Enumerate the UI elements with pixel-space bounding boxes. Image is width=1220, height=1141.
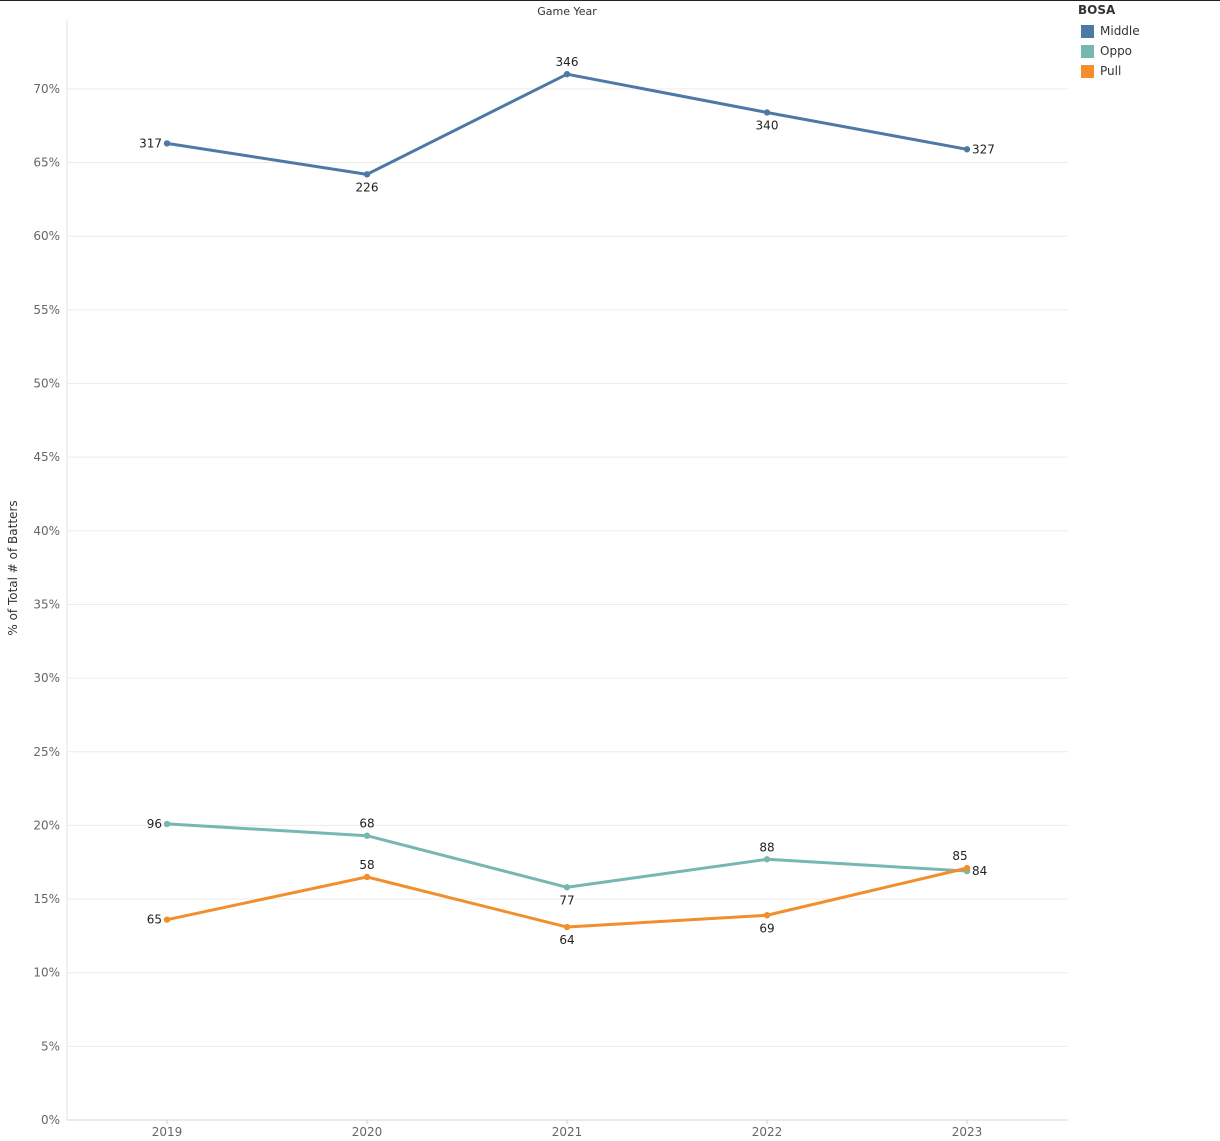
y-tick-label: 55% xyxy=(33,303,60,317)
data-point-oppo[interactable] xyxy=(363,832,371,839)
y-tick-label: 20% xyxy=(33,818,60,832)
data-label-middle: 317 xyxy=(139,136,162,150)
x-tick-label: 2019 xyxy=(152,1125,183,1139)
data-point-middle[interactable] xyxy=(363,171,371,178)
legend-swatch-pull xyxy=(1081,64,1094,78)
data-point-oppo[interactable] xyxy=(563,884,571,891)
y-tick-label: 70% xyxy=(33,82,60,96)
y-tick-label: 65% xyxy=(33,156,60,170)
data-point-middle[interactable] xyxy=(163,140,171,147)
y-tick-label: 60% xyxy=(33,229,60,243)
x-tick-label: 2022 xyxy=(752,1125,783,1139)
y-tick-label: 0% xyxy=(41,1113,60,1127)
data-label-pull: 64 xyxy=(559,933,574,947)
x-tick-label: 2020 xyxy=(352,1125,383,1139)
y-tick-label: 35% xyxy=(33,597,60,611)
data-label-pull: 58 xyxy=(359,858,374,872)
data-label-oppo: 68 xyxy=(359,817,374,831)
y-tick-label: 10% xyxy=(33,966,60,980)
data-label-oppo: 96 xyxy=(147,817,162,831)
data-point-pull[interactable] xyxy=(163,916,171,923)
legend: BOSA Middle Oppo Pull xyxy=(1078,3,1140,81)
data-point-pull[interactable] xyxy=(763,912,771,919)
data-label-oppo: 88 xyxy=(759,840,774,854)
legend-label: Middle xyxy=(1100,24,1140,38)
legend-title: BOSA xyxy=(1078,3,1116,17)
x-tick-label: 2023 xyxy=(952,1125,983,1139)
legend-item-oppo[interactable]: Oppo xyxy=(1078,41,1140,61)
x-tick-label: 2021 xyxy=(552,1125,583,1139)
data-point-pull[interactable] xyxy=(563,923,571,931)
y-axis-label: % of Total # of Batters xyxy=(6,500,20,635)
data-label-middle: 346 xyxy=(556,55,579,69)
series xyxy=(163,70,971,931)
legend-swatch-middle xyxy=(1081,24,1094,38)
series-line-oppo[interactable] xyxy=(165,822,969,889)
axes: 0% 5% 10% 15% 20% 25% 30% 35% 40% 45% 50% 55% 60% 65%… xyxy=(33,20,1068,1139)
data-point-pull[interactable] xyxy=(363,873,371,881)
data-label-middle: 327 xyxy=(972,142,995,156)
data-point-oppo[interactable] xyxy=(163,820,171,828)
legend-label: Pull xyxy=(1100,64,1122,78)
data-point-oppo[interactable] xyxy=(763,856,771,863)
data-point-middle[interactable] xyxy=(763,109,771,116)
data-point-middle[interactable] xyxy=(563,70,571,78)
data-label-oppo: 84 xyxy=(972,864,987,878)
y-tick-label: 30% xyxy=(33,671,60,685)
chart-title: Game Year xyxy=(537,5,597,18)
y-tick-label: 25% xyxy=(33,745,60,759)
data-labels: 317 226 346 340 327 96 68 77 88 84 65 58 64 69 85 xyxy=(139,55,995,947)
legend-item-pull[interactable]: Pull xyxy=(1078,61,1140,81)
data-label-pull: 69 xyxy=(759,921,774,935)
data-label-middle: 340 xyxy=(756,118,779,132)
legend-label: Oppo xyxy=(1100,44,1133,58)
y-tick-label: 40% xyxy=(33,524,60,538)
legend-swatch-oppo xyxy=(1081,44,1094,58)
data-label-oppo: 77 xyxy=(559,893,574,907)
y-tick-label: 5% xyxy=(41,1039,60,1053)
data-label-pull: 65 xyxy=(147,913,162,927)
y-tick-label: 15% xyxy=(33,892,60,906)
data-point-pull[interactable] xyxy=(963,864,971,872)
data-label-pull: 85 xyxy=(952,849,967,863)
gridlines xyxy=(67,88,1068,1047)
legend-item-middle[interactable]: Middle xyxy=(1078,21,1140,41)
y-tick-label: 45% xyxy=(33,450,60,464)
y-tick-label: 50% xyxy=(33,377,60,391)
data-point-middle[interactable] xyxy=(963,146,971,153)
data-label-middle: 226 xyxy=(356,180,379,194)
